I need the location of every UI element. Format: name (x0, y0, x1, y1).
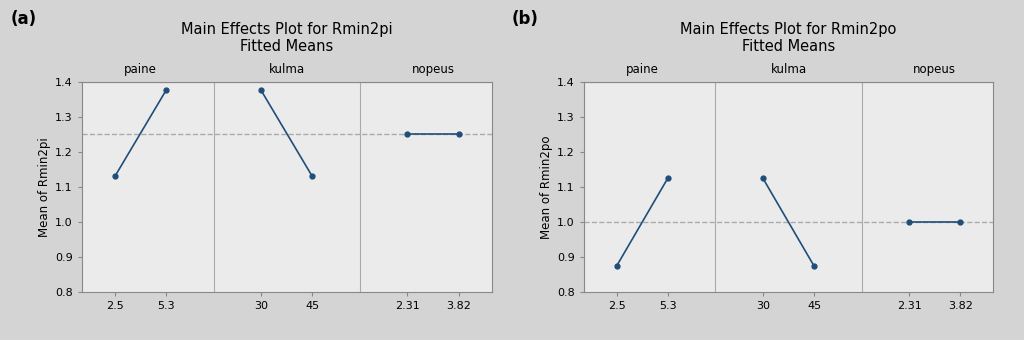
Text: kulma: kulma (268, 63, 305, 76)
Text: (b): (b) (512, 10, 539, 28)
Text: kulma: kulma (770, 63, 807, 76)
Text: paine: paine (626, 63, 658, 76)
Y-axis label: Mean of Rmin2po: Mean of Rmin2po (540, 135, 553, 239)
Text: paine: paine (124, 63, 157, 76)
Title: Main Effects Plot for Rmin2pi
Fitted Means: Main Effects Plot for Rmin2pi Fitted Mea… (181, 22, 392, 54)
Text: nopeus: nopeus (913, 63, 956, 76)
Title: Main Effects Plot for Rmin2po
Fitted Means: Main Effects Plot for Rmin2po Fitted Mea… (680, 22, 897, 54)
Text: nopeus: nopeus (412, 63, 455, 76)
Text: (a): (a) (10, 10, 37, 28)
Y-axis label: Mean of Rmin2pi: Mean of Rmin2pi (38, 137, 51, 237)
